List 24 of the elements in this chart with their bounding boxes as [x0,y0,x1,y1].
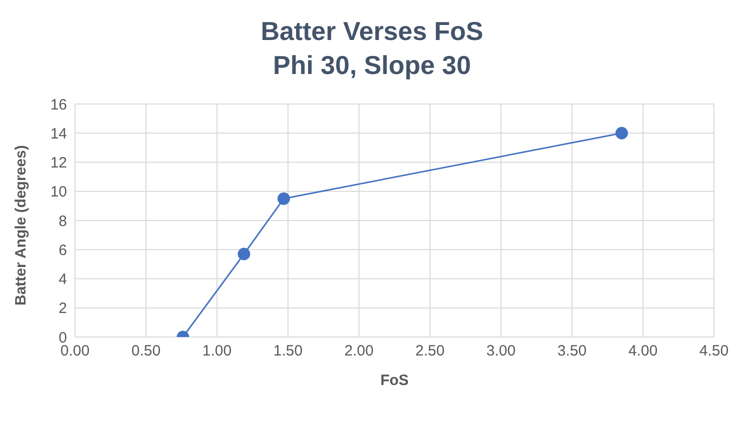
x-tick-label: 3.00 [486,342,516,360]
chart-subtitle: Phi 30, Slope 30 [272,49,472,82]
y-tick-label: 14 [50,125,67,142]
y-tick-label: 16 [50,96,67,114]
chart-title: Batter Verses FoS [260,15,484,48]
x-tick-label: 1.50 [273,342,303,360]
x-tick-label: 4.50 [699,342,729,360]
y-tick-label: 8 [58,212,67,230]
y-tick-label: 6 [58,242,67,259]
point [615,126,628,140]
point [238,248,250,260]
x-tick-label: 4.00 [628,342,658,360]
x-tick-label: 3.50 [557,342,587,360]
x-tick-label: 2.00 [344,342,374,360]
y-tick-label: 12 [50,154,67,172]
y-tick-label: 4 [58,271,67,288]
x-axis-title: FoS [380,372,409,389]
x-tick-label: 2.50 [415,342,445,360]
x-tick-label: 1.00 [202,342,232,360]
point [277,192,290,205]
y-axis-title: Batter Angle (degrees) [12,145,30,306]
y-tick-label: 10 [50,184,67,201]
x-tick-label: 0.50 [131,342,161,360]
y-tick-label: 2 [58,300,67,318]
